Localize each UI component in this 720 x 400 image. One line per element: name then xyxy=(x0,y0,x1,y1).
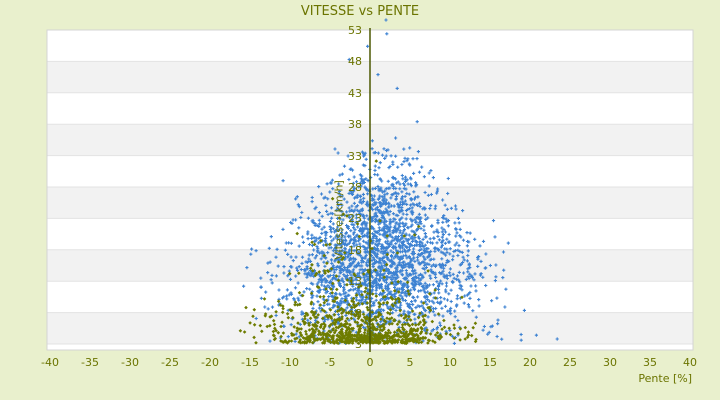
y-tick-label-8: 8 xyxy=(355,306,362,320)
x-tick-label--40: -40 xyxy=(41,356,59,369)
chart-title: VITESSE vs PENTE xyxy=(300,4,420,19)
x-tick-label-25: 25 xyxy=(563,356,577,369)
y-tick-label-3: 3 xyxy=(355,338,362,351)
y-tick-label-33: 33 xyxy=(348,149,362,163)
x-tick-label-35: 35 xyxy=(643,356,657,369)
x-tick-label-10: 10 xyxy=(443,356,457,369)
x-tick-label--35: -35 xyxy=(81,356,99,369)
x-tick-label--30: -30 xyxy=(121,356,139,369)
x-tick-label-20: 20 xyxy=(523,356,537,369)
pente-low-speed-cloud xyxy=(238,159,478,346)
x-axis-title: Pente [%] xyxy=(638,372,692,385)
y-tick-label-13: 13 xyxy=(348,275,362,289)
y-tick-label-53: 53 xyxy=(348,24,362,37)
x-tick-label-5: 5 xyxy=(406,356,414,369)
x-tick-label--20: -20 xyxy=(201,356,219,369)
x-tick-label--10: -10 xyxy=(281,356,299,369)
x-tick-label-15: 15 xyxy=(483,356,497,369)
y-tick-label-38: 38 xyxy=(348,118,362,132)
y-tick-label-18: 18 xyxy=(348,243,362,257)
x-tick-label-0: 0 xyxy=(366,356,374,369)
y-tick-label-48: 48 xyxy=(348,55,362,69)
y-tick-label-23: 23 xyxy=(348,212,362,226)
y-tick-label-28: 28 xyxy=(348,181,362,194)
x-tick-label--15: -15 xyxy=(241,356,259,369)
x-tick-label--25: -25 xyxy=(161,356,179,369)
x-tick-label-30: 30 xyxy=(603,356,617,369)
x-tick-label--5: -5 xyxy=(324,356,336,369)
x-tick-label-40: 40 xyxy=(683,356,697,369)
y-tick-label-43: 43 xyxy=(348,86,362,100)
